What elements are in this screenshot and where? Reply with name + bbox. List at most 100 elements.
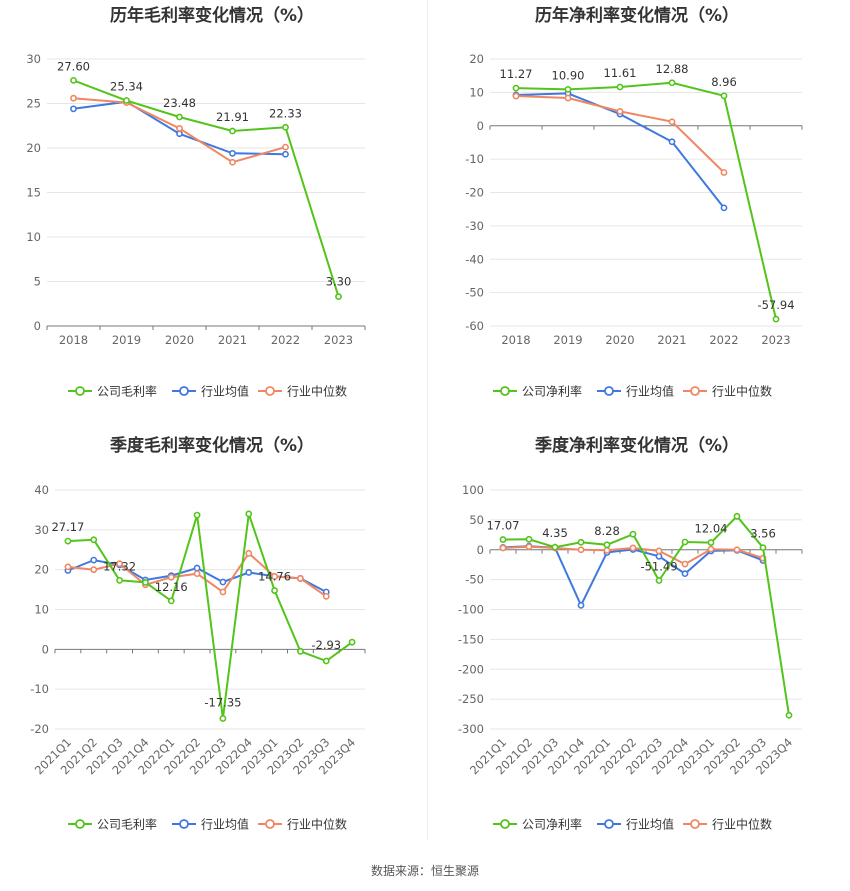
legend-label: 行业均值 (626, 817, 674, 832)
point-industry-median (629, 544, 637, 552)
point-industry-avg (176, 130, 183, 138)
point-company (577, 538, 585, 546)
point-industry-median (64, 563, 72, 571)
quarterly-gross-margin-chart: 季度毛利率变化情况（%）-20-100102030402021Q12021Q22… (30, 435, 366, 832)
data-label: 11.27 (500, 67, 533, 81)
legend-item-industry-median: 行业中位数 (258, 384, 347, 399)
point-industry-avg (282, 150, 289, 158)
point-company (551, 543, 559, 551)
legend-item-company: 公司净利率 (493, 817, 582, 832)
data-label: 8.96 (711, 75, 737, 89)
data-label: 4.35 (542, 526, 568, 540)
point-company (681, 538, 689, 546)
y-tick-label: -40 (465, 252, 484, 266)
y-tick-label: 30 (26, 52, 41, 66)
point-industry-median (707, 545, 715, 553)
legend-label: 行业中位数 (712, 384, 772, 399)
legend-item-industry-median: 行业中位数 (258, 817, 347, 832)
data-label: 27.17 (51, 520, 84, 534)
point-company (245, 510, 253, 518)
legend-label: 行业均值 (201, 384, 249, 399)
data-label: 25.34 (110, 79, 143, 93)
point-company (603, 541, 611, 549)
x-tick-label: 2023 (324, 333, 353, 347)
data-label: 27.60 (57, 59, 90, 73)
legend-item-industry-median: 行业中位数 (683, 817, 772, 832)
data-label: 3.30 (326, 275, 352, 289)
point-company (335, 293, 342, 301)
data-label: 10.90 (552, 68, 585, 82)
series-line-company (502, 514, 790, 716)
y-tick-label: -50 (465, 286, 484, 300)
series-line-industry-avg (502, 545, 764, 608)
point-industry-avg (577, 601, 585, 609)
y-tick-label: 25 (26, 97, 41, 111)
point-industry-median (499, 544, 507, 552)
point-industry-median (681, 560, 689, 568)
legend-label: 公司净利率 (522, 384, 582, 399)
x-tick-label: 2020 (605, 333, 634, 347)
point-company (219, 715, 227, 722)
x-tick-label: 2021 (657, 333, 686, 347)
legend-item-industry-median: 行业中位数 (683, 384, 772, 399)
point-company (142, 579, 149, 586)
point-company (64, 537, 72, 545)
legend-swatch-marker (265, 819, 275, 829)
point-company (512, 84, 520, 92)
point-company (70, 76, 77, 84)
point-industry-median (245, 549, 253, 557)
legend-label: 行业中位数 (287, 384, 347, 399)
point-industry-avg (70, 105, 77, 113)
point-company (193, 511, 201, 519)
point-company (271, 587, 278, 594)
point-industry-median (668, 118, 676, 126)
x-tick-label: 2022 (271, 333, 300, 347)
series-line-company (73, 79, 340, 297)
y-tick-label: -10 (465, 152, 484, 166)
point-industry-median (525, 543, 533, 551)
legend-swatch-marker (265, 386, 275, 396)
y-tick-label: -30 (465, 219, 484, 233)
y-tick-label: -50 (465, 573, 484, 587)
legend-label: 公司毛利率 (97, 817, 157, 832)
chart-panel-quarterly-net-margin: 季度净利率变化情况（%） -300 -250 -200 -150 -100 -50 0 50 10… (425, 430, 850, 860)
legend-swatch-marker (75, 819, 85, 829)
x-tick-label: 2018 (501, 333, 530, 347)
point-industry-median (193, 570, 201, 578)
point-company (668, 79, 676, 87)
x-tick-label: 2021 (218, 333, 247, 347)
data-label: 14.76 (258, 570, 291, 584)
data-source-note: 数据来源：恒生聚源 (370, 864, 479, 878)
point-company (282, 123, 289, 131)
point-company (733, 512, 741, 520)
point-industry-avg (720, 204, 728, 212)
point-company (348, 638, 356, 646)
chart-title: 季度毛利率变化情况（%） (110, 435, 314, 456)
legend-swatch-marker (75, 386, 85, 396)
data-label: 17.07 (487, 519, 520, 533)
y-tick-label: -60 (465, 319, 484, 333)
legend-label: 行业中位数 (712, 817, 772, 832)
point-industry-avg (668, 138, 676, 146)
y-tick-label: 5 (34, 275, 41, 289)
point-industry-avg (229, 149, 236, 157)
point-company (167, 597, 175, 605)
point-company (116, 576, 123, 584)
legend-swatch-marker (500, 819, 510, 829)
data-label: -51.49 (640, 560, 677, 574)
legend-swatch-marker (604, 386, 614, 396)
point-industry-median (322, 592, 330, 600)
point-industry-median (512, 92, 520, 100)
point-company (90, 536, 98, 544)
data-label: 17.32 (103, 559, 136, 573)
point-company (720, 92, 728, 100)
y-tick-label: 20 (26, 141, 41, 155)
chart-title: 历年净利率变化情况（%） (535, 5, 739, 26)
y-tick-label: -20 (465, 186, 484, 200)
point-industry-avg (655, 552, 663, 560)
y-tick-label: 30 (34, 523, 49, 537)
chart-title: 季度净利率变化情况（%） (535, 435, 739, 456)
point-industry-median (655, 547, 663, 555)
chart-panel-annual-net-margin: 历年净利率变化情况（%） -60 -50 -40 -30 -20 -10 0 10 20 2018 2… (425, 0, 850, 430)
data-label: 3.56 (750, 527, 776, 541)
